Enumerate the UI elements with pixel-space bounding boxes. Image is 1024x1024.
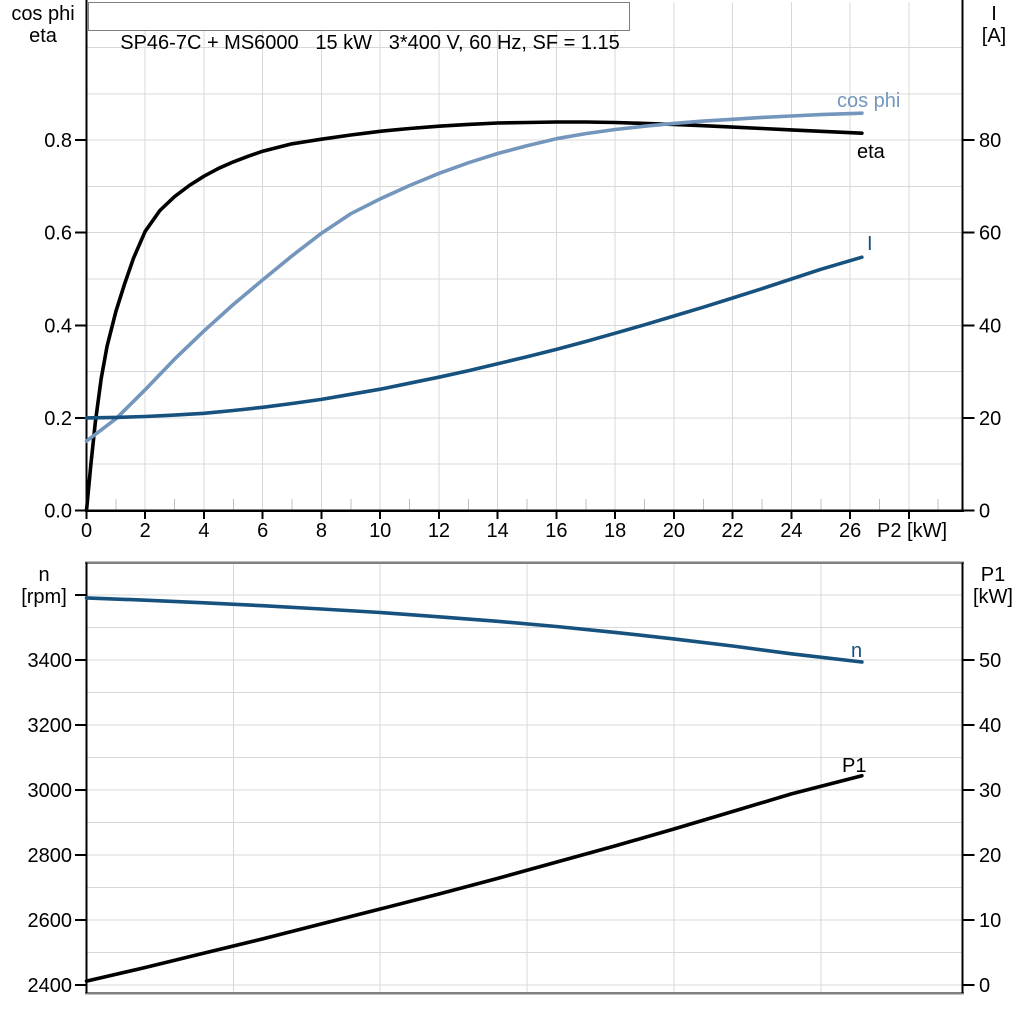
eta-curve-label: eta	[857, 141, 886, 163]
axis-title-p1: P1	[980, 564, 1006, 586]
y-right-tick-label: 20	[979, 845, 1001, 867]
y-right-tick-label: 50	[979, 650, 1001, 672]
y-left-tick-label: 2600	[28, 910, 73, 932]
x-axis-label: P2 [kW]	[877, 520, 947, 542]
I-curve	[84, 255, 864, 420]
x-tick-label: 0	[81, 520, 92, 542]
y-right-tick-label: 10	[979, 910, 1001, 932]
y-left-tick-label: 0.8	[44, 130, 72, 152]
y-right-tick-label: 30	[979, 780, 1001, 802]
current-curve-label: I	[867, 233, 873, 255]
x-tick-label: 24	[780, 520, 802, 542]
y-right-tick-label: 20	[979, 408, 1001, 430]
x-tick-label: 14	[487, 520, 509, 542]
axis-title-eta: eta	[29, 25, 57, 47]
axis-title-speed: n	[38, 564, 50, 586]
y-right-tick-label: 60	[979, 223, 1001, 245]
x-tick-label: 10	[369, 520, 391, 542]
eta-curve	[84, 120, 864, 513]
y-left-tick-label: 3000	[28, 780, 73, 802]
y-left-tick-label: 3200	[28, 715, 73, 737]
speed-curve-label: n	[851, 640, 862, 662]
x-tick-label: 26	[839, 520, 861, 542]
P1-curve	[84, 773, 864, 983]
x-tick-label: 20	[663, 520, 685, 542]
x-tick-label: 12	[428, 520, 450, 542]
axis-title-cos-phi: cos phi	[11, 3, 75, 25]
x-tick-label: 6	[257, 520, 268, 542]
y-left-tick-label: 2800	[28, 845, 73, 867]
x-tick-label: 16	[545, 520, 567, 542]
axis-title-current: I	[991, 3, 997, 25]
y-right-tick-label: 80	[979, 130, 1001, 152]
y-right-tick-label: 0	[979, 975, 990, 997]
top-right-axis-title: I [A]	[964, 3, 1024, 47]
y-left-tick-label: 0.4	[44, 315, 72, 337]
cos-phi-curve-label: cos phi	[837, 90, 900, 112]
y-left-tick-label: 0.2	[44, 408, 72, 430]
x-tick-label: 8	[316, 520, 327, 542]
n-curve	[84, 596, 864, 664]
y-left-tick-label: 0.6	[44, 223, 72, 245]
bottom-right-axis-title: P1 [kW]	[962, 564, 1024, 608]
cos-phi-curve	[84, 111, 864, 443]
y-right-tick-label: 40	[979, 715, 1001, 737]
p1-curve-label: P1	[842, 755, 866, 777]
y-right-tick-label: 40	[979, 315, 1001, 337]
x-tick-label: 22	[722, 520, 744, 542]
y-right-tick-label: 0	[979, 501, 990, 523]
y-left-tick-label: 0.0	[44, 501, 72, 523]
top-left-axis-title: cos phi eta	[0, 3, 86, 47]
x-tick-label: 2	[140, 520, 151, 542]
y-left-tick-label: 3400	[28, 650, 73, 672]
chart-title-box: SP46-7C + MS6000 15 kW 3*400 V, 60 Hz, S…	[88, 2, 630, 54]
y-left-tick-label: 2400	[28, 975, 73, 997]
axis-title-p1-unit: [kW]	[973, 586, 1013, 608]
x-tick-label: 18	[604, 520, 626, 542]
chart-title: SP46-7C + MS6000 15 kW 3*400 V, 60 Hz, S…	[120, 32, 620, 54]
bottom-left-axis-title: n [rpm]	[0, 564, 88, 608]
axis-title-speed-unit: [rpm]	[21, 586, 67, 608]
axis-title-current-unit: [A]	[981, 25, 1007, 47]
x-tick-label: 4	[198, 520, 209, 542]
